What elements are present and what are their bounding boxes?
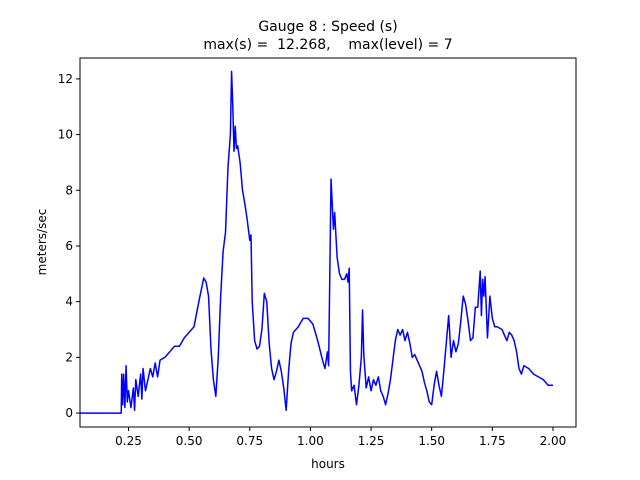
y-tick-label: 4: [65, 295, 73, 309]
y-tick-label: 2: [65, 350, 73, 364]
x-tick-label: 0.50: [176, 434, 203, 448]
y-tick-label: 10: [58, 128, 73, 142]
x-tick-label: 0.25: [115, 434, 142, 448]
x-tick-label: 1.50: [418, 434, 445, 448]
y-tick-label: 8: [65, 183, 73, 197]
data-line: [80, 70, 553, 414]
y-tick-label: 6: [65, 239, 73, 253]
x-axis-label: hours: [311, 457, 345, 471]
chart-subtitle: max(s) = 12.268, max(level) = 7: [203, 37, 452, 53]
x-tick-label: 2.00: [540, 434, 567, 448]
x-tick-label: 1.00: [297, 434, 324, 448]
y-axis-label: meters/sec: [35, 209, 49, 276]
x-tick-label: 0.75: [236, 434, 263, 448]
plot-frame: [79, 57, 577, 428]
y-tick-label: 12: [58, 72, 73, 86]
chart-title: Gauge 8 : Speed (s): [258, 19, 397, 35]
x-tick-label: 1.25: [358, 434, 385, 448]
x-tick-label: 1.75: [479, 434, 506, 448]
y-tick-label: 0: [65, 406, 73, 420]
